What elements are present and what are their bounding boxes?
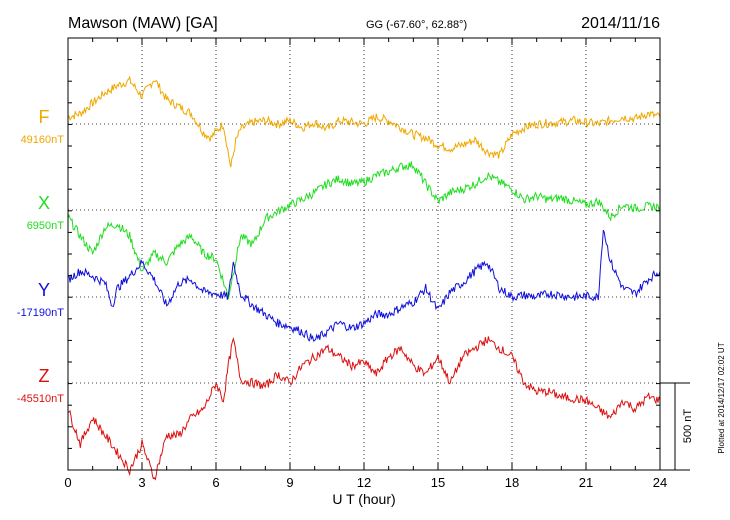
chart-date: 2014/11/16: [581, 15, 660, 32]
x-tick-label: 24: [653, 475, 667, 490]
series-name-z: Z: [39, 366, 50, 386]
series-labels: F 49160nT X 6950nT Y -17190nT Z -45510nT: [17, 107, 64, 405]
x-tick-label: 21: [579, 475, 593, 490]
x-tick-label: 18: [505, 475, 519, 490]
series-line-z: [67, 336, 661, 481]
series-line-f: [67, 76, 661, 168]
x-tick-label: 15: [431, 475, 445, 490]
series-baseline-z: -45510nT: [17, 393, 64, 405]
series-name-f: F: [39, 107, 50, 127]
chart-coords: GG (-67.60°, 62.88°): [366, 19, 467, 31]
x-tick-label: 3: [138, 475, 145, 490]
series-baseline-x: 6950nT: [27, 220, 65, 232]
scale-bar-label: 500 nT: [682, 409, 694, 444]
series-baseline-y: -17190nT: [17, 307, 64, 319]
series-line-x: [67, 161, 661, 300]
series-line-y: [67, 229, 661, 342]
axis-ticks: [67, 37, 661, 470]
x-tick-label: 0: [64, 475, 71, 490]
x-tick-label: 9: [286, 475, 293, 490]
series-baseline-f: 49160nT: [21, 134, 65, 146]
plotted-note: Plotted at 2014/12/17 02:02 UT: [717, 342, 726, 453]
x-tick-label: 12: [357, 475, 371, 490]
series-name-x: X: [38, 193, 50, 213]
x-axis-label: U T (hour): [332, 491, 395, 507]
grid-lines: [68, 38, 660, 470]
series-lines: [67, 76, 661, 481]
chart-title: Mawson (MAW) [GA]: [68, 15, 218, 32]
scale-bar: 500 nT: [660, 382, 694, 471]
x-tick-label: 6: [212, 475, 219, 490]
series-name-y: Y: [38, 280, 50, 300]
x-tick-labels: 0 3 6 9 12 15 18 21 24: [64, 475, 667, 490]
